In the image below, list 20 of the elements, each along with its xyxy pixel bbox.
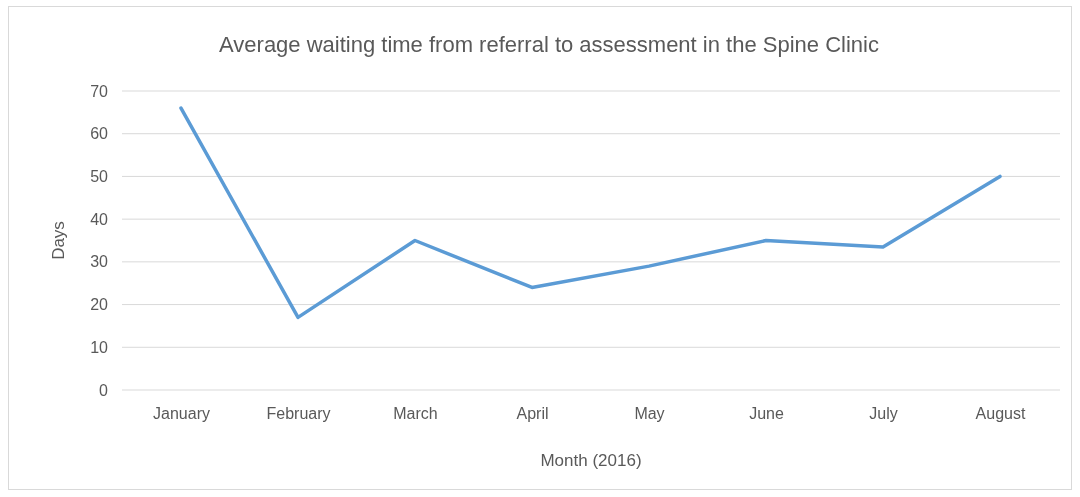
y-tick-label: 20 bbox=[90, 296, 109, 314]
line-series bbox=[179, 106, 1002, 320]
y-tick-label: 70 bbox=[90, 82, 109, 100]
y-tick-label: 60 bbox=[90, 125, 109, 143]
chart-title: Average waiting time from referral to assessment in the Spine Clinic bbox=[219, 32, 879, 57]
y-tick-label: 40 bbox=[90, 210, 109, 228]
x-axis-title: Month (2016) bbox=[540, 451, 642, 470]
y-tick-label: 10 bbox=[90, 338, 109, 356]
x-tick-label: January bbox=[153, 405, 210, 423]
x-tick-label: April bbox=[516, 405, 549, 423]
x-tick-label: May bbox=[634, 405, 665, 423]
x-tick-label: March bbox=[393, 405, 438, 423]
y-axis-title: Days bbox=[49, 221, 68, 260]
x-tick-label: July bbox=[869, 405, 898, 423]
x-tick-label: August bbox=[975, 405, 1026, 423]
x-tick-label: June bbox=[749, 405, 784, 423]
y-tick-label: 0 bbox=[99, 381, 109, 399]
y-tick-label: 50 bbox=[90, 168, 109, 186]
y-tick-label: 30 bbox=[90, 253, 109, 271]
x-tick-label: February bbox=[266, 405, 331, 423]
